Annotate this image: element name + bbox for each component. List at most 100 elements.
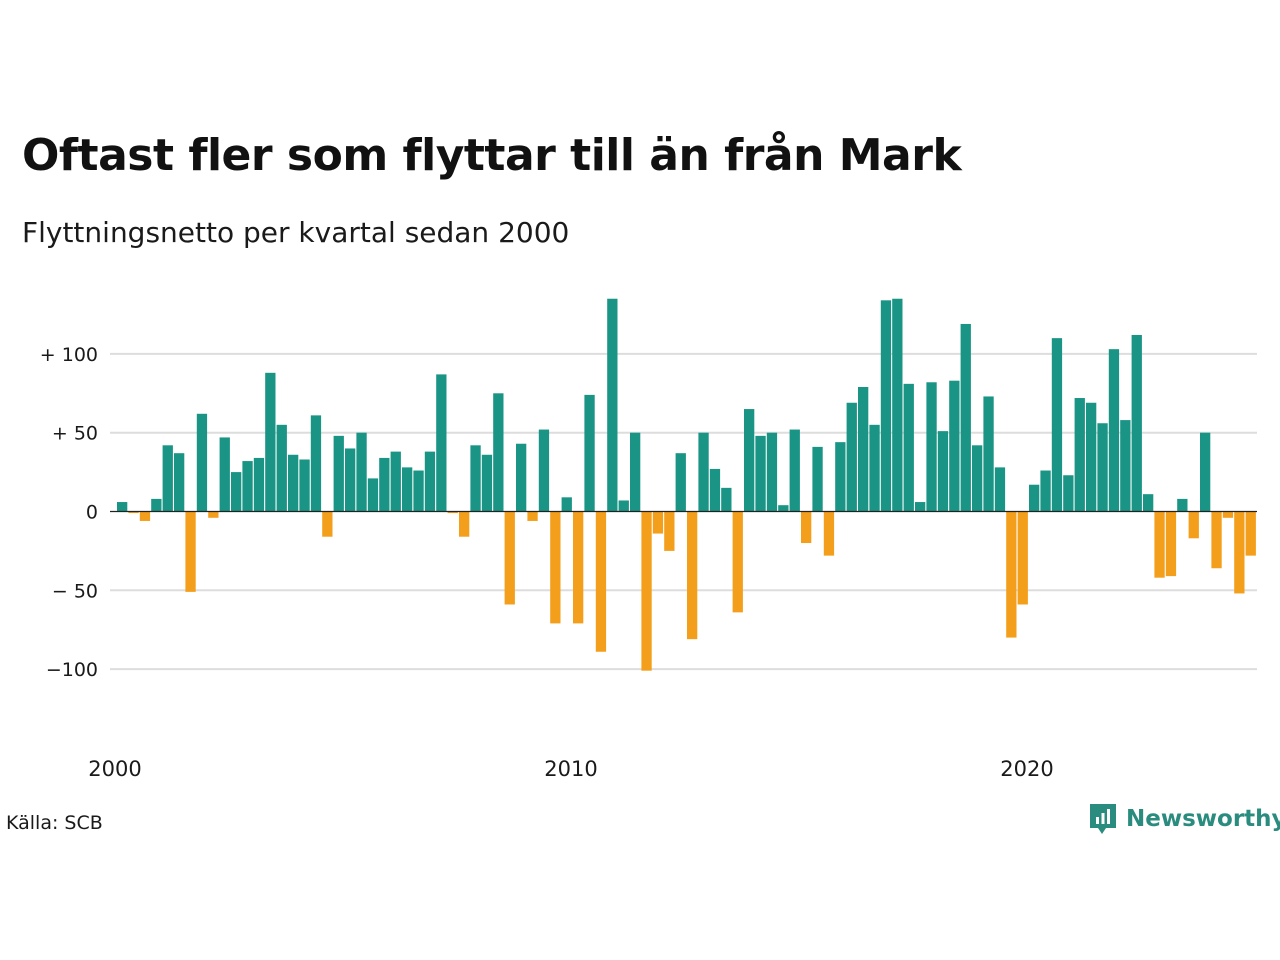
bar: [208, 511, 219, 518]
bar: [858, 386, 869, 512]
bar: [846, 402, 857, 512]
chart-title: Oftast fler som flyttar till än från Mar…: [22, 130, 962, 181]
bar: [196, 413, 208, 512]
bar-chart: + 100 + 50 0 − 50 −100 2000 2010 2020: [40, 298, 1257, 781]
bar: [949, 380, 960, 512]
bar: [1006, 511, 1017, 638]
bar: [755, 435, 766, 512]
bar: [265, 372, 276, 512]
bar: [413, 470, 424, 512]
bar: [1211, 511, 1222, 569]
bar: [1165, 511, 1177, 577]
bar: [459, 511, 470, 537]
bar: [801, 511, 812, 544]
bar: [1131, 334, 1142, 512]
bar: [892, 298, 903, 512]
bar: [744, 409, 755, 512]
bar: [538, 429, 550, 512]
bar: [584, 394, 595, 512]
bar: [972, 445, 983, 512]
bar: [983, 396, 994, 512]
bar: [288, 454, 299, 512]
bar: [573, 511, 584, 624]
bar: [595, 511, 607, 652]
brand-name: Newsworthy: [1126, 806, 1280, 832]
bar: [561, 497, 572, 512]
bar: [242, 461, 253, 512]
x-tick-label: 2020: [1000, 757, 1053, 781]
bar: [1200, 432, 1211, 512]
bar: [117, 502, 128, 512]
bar: [550, 511, 561, 624]
chart-subtitle: Flyttningsnetto per kvartal sedan 2000: [22, 216, 570, 249]
newsworthy-logo: Newsworthy: [1088, 802, 1280, 836]
bar: [1154, 511, 1165, 578]
y-tick-label: + 50: [52, 423, 98, 445]
bar: [1040, 470, 1051, 512]
bar: [630, 432, 641, 512]
bar: [162, 445, 173, 512]
bar: [675, 453, 686, 512]
bar: [253, 457, 265, 512]
bar: [504, 511, 515, 605]
bar: [823, 511, 835, 556]
bar: [641, 511, 652, 671]
bar: [402, 467, 413, 512]
bar: [322, 511, 333, 537]
bar: [812, 446, 823, 512]
bar: [390, 451, 401, 512]
bar: [516, 443, 527, 512]
bar: [732, 511, 743, 613]
bar: [1234, 511, 1245, 594]
bar: [652, 511, 664, 534]
bar: [1074, 398, 1085, 512]
bar: [276, 424, 287, 512]
bar: [356, 432, 367, 512]
bar: [527, 511, 538, 521]
bar: [1245, 511, 1256, 556]
bar: [687, 511, 698, 640]
bar: [424, 451, 436, 512]
bar: [698, 432, 709, 512]
bar: [447, 511, 458, 514]
bar: [1108, 349, 1120, 512]
bar: [185, 511, 196, 592]
bar: [903, 383, 914, 512]
bar: [493, 393, 504, 512]
bar: [789, 429, 800, 512]
bar: [618, 500, 629, 512]
bar: [310, 415, 322, 512]
x-tick-label: 2000: [88, 757, 141, 781]
y-tick-label: + 100: [40, 344, 98, 366]
bar: [219, 437, 230, 512]
y-tick-label: 0: [86, 502, 98, 524]
bar: [1188, 511, 1199, 539]
source-note: Källa: SCB: [6, 812, 103, 834]
bar: [607, 298, 618, 512]
bar: [1063, 475, 1074, 512]
bar: [151, 498, 162, 512]
bar: [299, 459, 310, 512]
y-tick-label: −100: [46, 659, 98, 681]
bar: [994, 467, 1006, 512]
bar: [333, 435, 344, 512]
newsworthy-logo-icon: [1090, 804, 1116, 834]
bar: [436, 374, 447, 512]
bar: [721, 487, 732, 512]
bar: [1120, 420, 1131, 512]
bar: [766, 432, 778, 512]
bar: [470, 445, 481, 512]
bar: [709, 468, 721, 512]
bar: [1222, 511, 1234, 518]
bar: [174, 453, 185, 512]
bar: [915, 502, 926, 512]
bar: [139, 511, 151, 521]
bar: [367, 478, 379, 512]
bar: [481, 454, 493, 512]
bar: [664, 511, 675, 551]
bar: [1051, 338, 1063, 512]
bar: [231, 472, 242, 512]
bar: [1143, 494, 1154, 512]
bar: [1177, 498, 1188, 512]
bar: [379, 457, 390, 512]
